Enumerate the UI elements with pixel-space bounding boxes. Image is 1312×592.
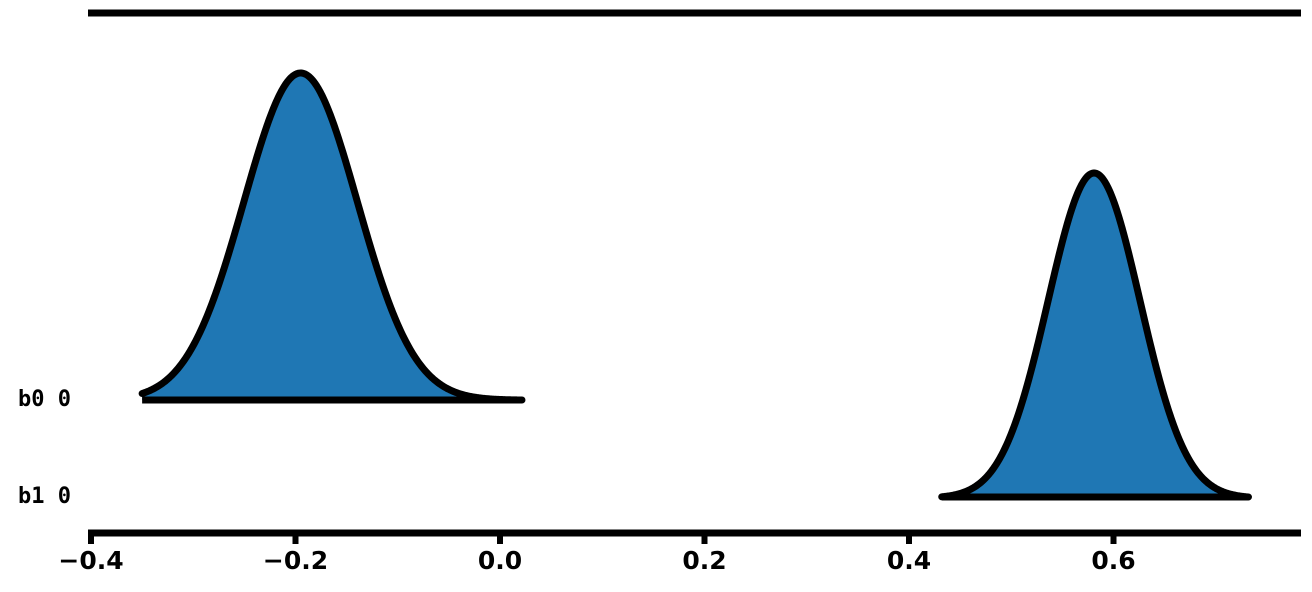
axis-ticks-group xyxy=(88,533,1117,544)
x-tick-label-1: −0.2 xyxy=(262,546,329,575)
density-series-group xyxy=(138,69,1252,501)
density-fill-b1-0 xyxy=(941,173,1249,497)
y-row-label-b0-0: b0 0 xyxy=(18,387,71,412)
y-row-label-b1-0: b1 0 xyxy=(18,484,71,509)
density-outline-b1-0 xyxy=(938,169,1252,501)
x-tick-label-2: 0.0 xyxy=(477,546,523,575)
x-tick-label-5: 0.6 xyxy=(1091,546,1136,575)
density-fill-b0-0 xyxy=(142,73,522,400)
x-tick-label-4: 0.4 xyxy=(886,546,932,575)
x-tick-label-0: −0.4 xyxy=(58,546,124,575)
axis-spines-group xyxy=(88,9,1301,537)
density-outline-b0-0 xyxy=(138,69,526,404)
x-tick-label-3: 0.2 xyxy=(682,546,727,575)
